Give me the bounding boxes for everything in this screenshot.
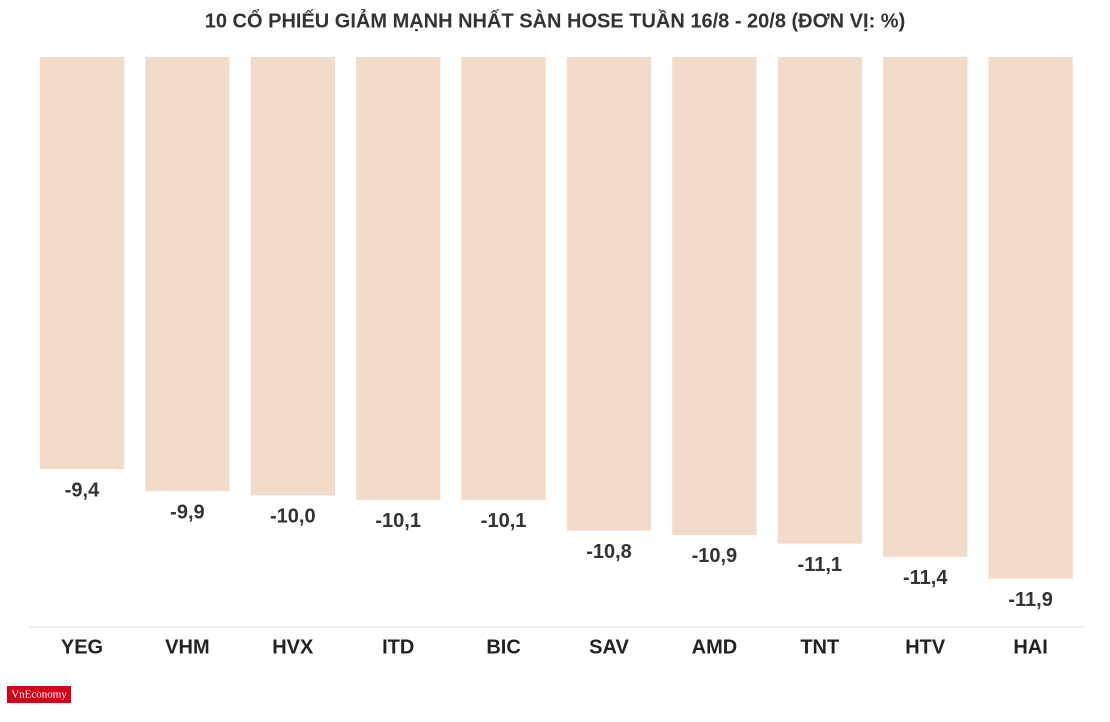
value-label: -10,0 [270, 506, 316, 528]
x-tick-label: HAI [1013, 636, 1047, 658]
value-label: -9,4 [65, 479, 100, 501]
bar [883, 57, 968, 557]
logo-box [7, 686, 71, 703]
x-tick-label: SAV [589, 636, 629, 658]
bar [250, 57, 335, 496]
bar [356, 57, 441, 500]
source-logo: VnEconomy [11, 689, 67, 701]
x-tick-label: AMD [692, 636, 738, 658]
x-tick-label: BIC [486, 636, 520, 658]
bar [777, 57, 862, 544]
value-label: -11,1 [798, 554, 842, 576]
bar [461, 57, 546, 500]
value-label: -9,9 [170, 501, 204, 523]
value-label: -10,9 [692, 545, 738, 567]
x-tick-label: YEG [61, 636, 103, 658]
x-tick-label: ITD [382, 636, 414, 658]
bar [145, 57, 230, 492]
value-label: -10,1 [481, 510, 527, 532]
chart-title: 10 CỔ PHIẾU GIẢM MẠNH NHẤT SÀN HOSE TUẦN… [205, 8, 906, 32]
bar [672, 57, 757, 535]
x-tick-label: HVX [272, 636, 314, 658]
bar [988, 57, 1073, 579]
bar [566, 57, 652, 531]
value-label: -10,1 [375, 510, 421, 532]
value-label: -10,8 [586, 541, 632, 563]
value-label: -11,9 [1008, 589, 1052, 611]
x-tick-label: VHM [165, 636, 209, 658]
x-tick-label: HTV [905, 636, 946, 658]
value-label: -11,4 [903, 567, 948, 589]
x-tick-label: TNT [800, 636, 839, 658]
bar [39, 57, 125, 470]
